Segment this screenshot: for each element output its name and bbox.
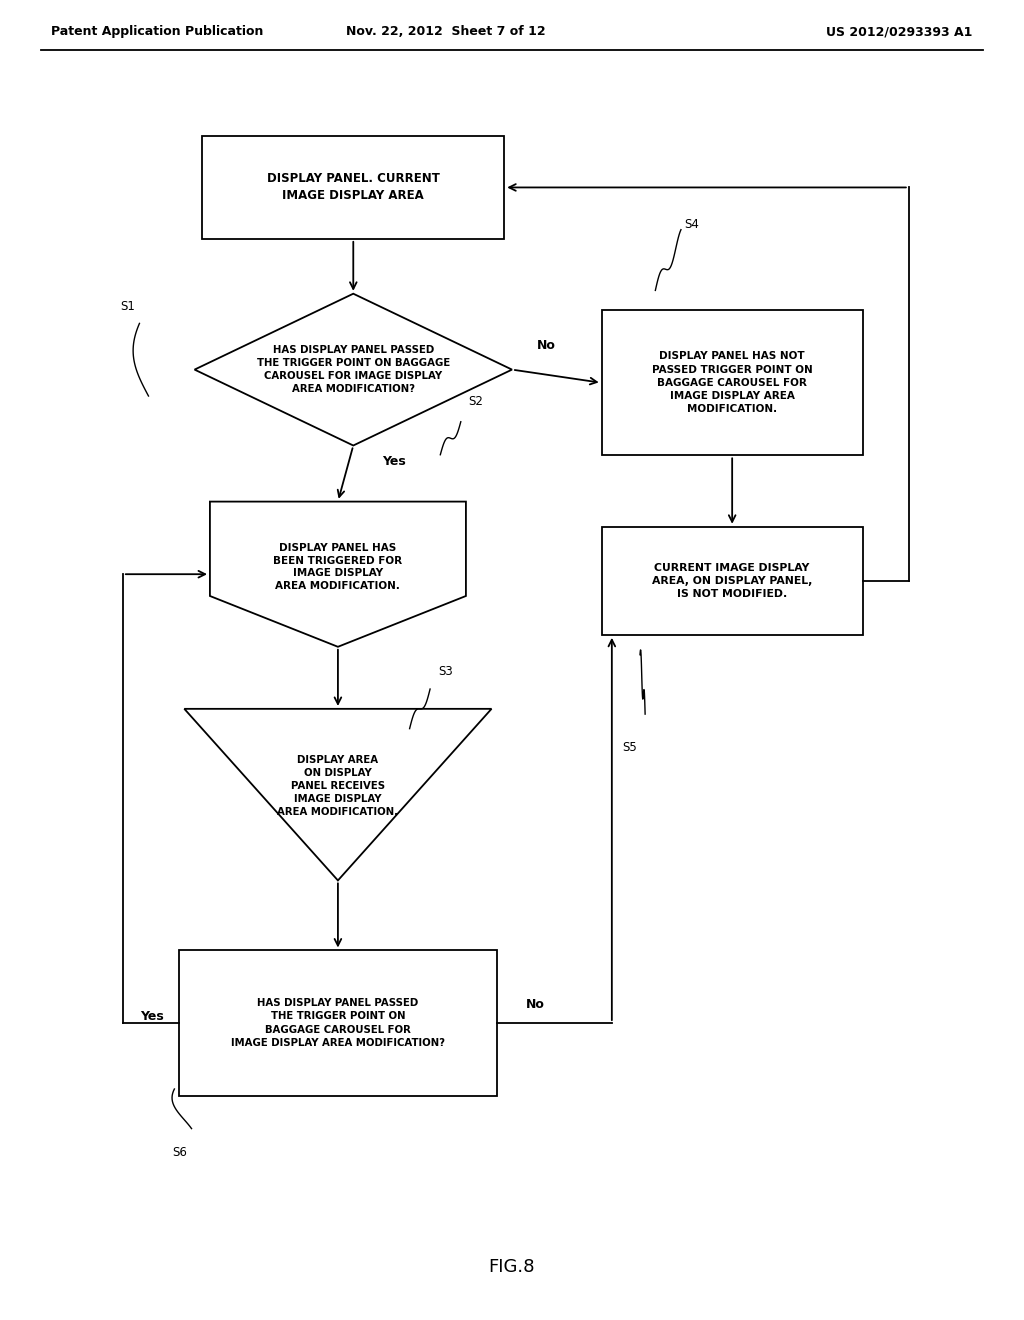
Text: CURRENT IMAGE DISPLAY
AREA, ON DISPLAY PANEL,
IS NOT MODIFIED.: CURRENT IMAGE DISPLAY AREA, ON DISPLAY P…	[652, 562, 812, 599]
Text: US 2012/0293393 A1: US 2012/0293393 A1	[826, 25, 973, 38]
Text: S2: S2	[469, 396, 483, 408]
Text: Nov. 22, 2012  Sheet 7 of 12: Nov. 22, 2012 Sheet 7 of 12	[346, 25, 545, 38]
Text: Yes: Yes	[382, 455, 407, 467]
Bar	[601, 527, 862, 635]
Text: No: No	[538, 339, 556, 352]
Text: S4: S4	[684, 218, 698, 231]
Text: HAS DISPLAY PANEL PASSED
THE TRIGGER POINT ON BAGGAGE
CAROUSEL FOR IMAGE DISPLAY: HAS DISPLAY PANEL PASSED THE TRIGGER POI…	[257, 346, 450, 393]
Text: S3: S3	[438, 665, 453, 678]
Text: HAS DISPLAY PANEL PASSED
THE TRIGGER POINT ON
BAGGAGE CAROUSEL FOR
IMAGE DISPLAY: HAS DISPLAY PANEL PASSED THE TRIGGER POI…	[231, 998, 444, 1048]
Text: S6: S6	[172, 1146, 186, 1159]
Text: S1: S1	[121, 300, 135, 313]
Bar	[179, 950, 497, 1096]
Polygon shape	[210, 502, 466, 647]
Text: Patent Application Publication: Patent Application Publication	[51, 25, 263, 38]
Text: Yes: Yes	[139, 1010, 164, 1023]
Text: DISPLAY PANEL HAS NOT
PASSED TRIGGER POINT ON
BAGGAGE CAROUSEL FOR
IMAGE DISPLAY: DISPLAY PANEL HAS NOT PASSED TRIGGER POI…	[652, 351, 812, 414]
Bar	[601, 310, 862, 455]
Bar	[202, 136, 504, 239]
Text: S5: S5	[623, 741, 637, 754]
Text: DISPLAY PANEL HAS
BEEN TRIGGERED FOR
IMAGE DISPLAY
AREA MODIFICATION.: DISPLAY PANEL HAS BEEN TRIGGERED FOR IMA…	[273, 543, 402, 591]
Polygon shape	[195, 294, 512, 446]
Text: No: No	[526, 998, 545, 1011]
Text: FIG.8: FIG.8	[488, 1258, 536, 1276]
Polygon shape	[184, 709, 492, 880]
Text: DISPLAY PANEL. CURRENT
IMAGE DISPLAY AREA: DISPLAY PANEL. CURRENT IMAGE DISPLAY ARE…	[267, 173, 439, 202]
Text: DISPLAY AREA
ON DISPLAY
PANEL RECEIVES
IMAGE DISPLAY
AREA MODIFICATION.: DISPLAY AREA ON DISPLAY PANEL RECEIVES I…	[278, 755, 398, 817]
